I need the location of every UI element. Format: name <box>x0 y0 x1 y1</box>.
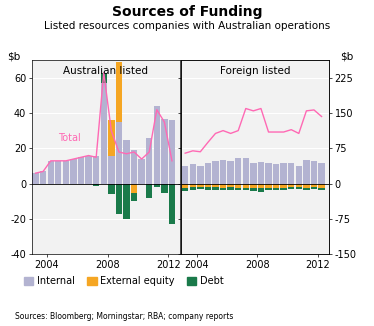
Bar <box>123 140 130 184</box>
Bar <box>47 161 54 184</box>
Bar <box>258 188 264 192</box>
Bar <box>161 184 168 193</box>
Bar <box>123 184 130 219</box>
Bar <box>146 138 152 184</box>
Bar <box>220 187 226 190</box>
Bar <box>243 158 249 184</box>
Bar <box>212 187 219 190</box>
Bar <box>265 163 272 184</box>
Bar <box>318 187 325 190</box>
Bar <box>265 187 272 190</box>
Text: Sources of Funding: Sources of Funding <box>112 5 262 19</box>
Bar <box>182 187 188 191</box>
Bar <box>205 163 211 184</box>
Bar <box>288 187 294 189</box>
Bar <box>273 187 279 190</box>
Bar <box>280 187 287 190</box>
Bar <box>116 184 122 214</box>
Bar <box>288 163 294 184</box>
Bar <box>197 184 203 186</box>
Bar <box>318 163 325 184</box>
Bar <box>93 184 99 185</box>
Bar <box>70 159 77 184</box>
Bar <box>78 157 84 184</box>
Bar <box>220 160 226 184</box>
Bar <box>108 184 114 194</box>
Bar <box>227 184 234 187</box>
Bar <box>190 164 196 184</box>
Text: Sources: Bloomberg; Morningstar; RBA; company reports: Sources: Bloomberg; Morningstar; RBA; co… <box>15 312 233 321</box>
Bar <box>227 187 234 190</box>
Bar <box>303 187 310 190</box>
Bar <box>258 162 264 184</box>
Bar <box>235 184 241 187</box>
Bar <box>169 184 175 224</box>
Bar <box>311 161 317 184</box>
Bar <box>108 156 114 184</box>
Bar <box>55 161 61 184</box>
Bar <box>116 62 122 122</box>
Bar <box>250 163 257 184</box>
Bar <box>288 184 294 187</box>
Text: Listed resources companies with Australian operations: Listed resources companies with Australi… <box>44 21 330 31</box>
Bar <box>227 161 234 184</box>
Bar <box>197 166 203 184</box>
Text: Australian listed: Australian listed <box>63 66 148 76</box>
Bar <box>280 163 287 184</box>
Bar <box>243 187 249 190</box>
Bar <box>311 187 317 189</box>
Bar <box>131 150 137 184</box>
Bar <box>280 184 287 187</box>
Y-axis label: $b: $b <box>340 52 353 61</box>
Bar <box>161 119 168 184</box>
Bar <box>169 120 175 184</box>
Bar <box>258 184 264 188</box>
Bar <box>303 160 310 184</box>
Bar <box>40 171 46 184</box>
Bar <box>273 184 279 187</box>
Bar <box>212 161 219 184</box>
Bar <box>154 184 160 187</box>
Bar <box>146 184 152 198</box>
Bar <box>311 184 317 187</box>
Bar <box>250 184 257 187</box>
Bar <box>273 164 279 184</box>
Bar <box>101 83 107 184</box>
Bar <box>318 184 325 187</box>
Bar <box>116 122 122 184</box>
Bar <box>33 173 39 184</box>
Bar <box>182 166 188 184</box>
Bar <box>205 184 211 187</box>
Bar <box>197 186 203 189</box>
Bar <box>235 187 241 190</box>
Bar <box>108 120 114 156</box>
Bar <box>205 187 211 190</box>
Bar <box>85 156 92 184</box>
Bar <box>190 184 196 187</box>
Bar <box>295 187 302 189</box>
Bar <box>101 73 107 83</box>
Bar <box>265 184 272 187</box>
Bar <box>235 158 241 184</box>
Bar <box>250 187 257 191</box>
Bar <box>243 184 249 187</box>
Bar <box>295 184 302 187</box>
Bar <box>63 161 69 184</box>
Legend: Internal, External equity, Debt: Internal, External equity, Debt <box>20 273 228 290</box>
Text: Total: Total <box>58 133 81 143</box>
Bar <box>220 184 226 187</box>
Bar <box>295 166 302 184</box>
Y-axis label: $b: $b <box>7 52 21 61</box>
Text: Foreign listed: Foreign listed <box>220 66 291 76</box>
Bar <box>154 106 160 184</box>
Bar <box>303 184 310 187</box>
Bar <box>131 184 137 193</box>
Bar <box>212 184 219 187</box>
Bar <box>182 184 188 187</box>
Bar <box>131 193 137 201</box>
Bar <box>93 156 99 184</box>
Bar <box>138 159 145 184</box>
Bar <box>190 187 196 190</box>
